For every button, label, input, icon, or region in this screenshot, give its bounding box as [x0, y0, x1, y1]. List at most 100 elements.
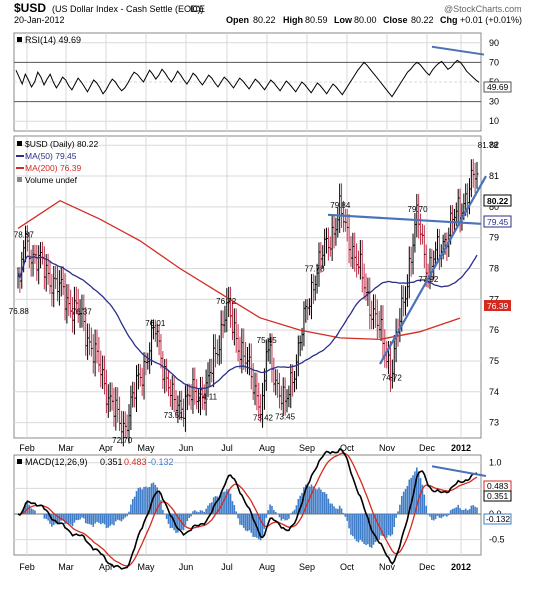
rsi-tick-label: 30: [489, 97, 499, 107]
macd-legend-swatch: [17, 459, 22, 464]
axis-layer: Feb Feb Mar Mar Apr Apr May May Jun Jun Jul Jul Aug A…: [19, 38, 504, 572]
price-layer: 76.88 78.87 76.37 72.70 76.01 73.51 74.11 76.72…: [9, 141, 499, 447]
rsi-divergence-trendline: [431, 45, 485, 56]
open-value: 80.22: [253, 15, 276, 25]
volume-legend-text: Volume undef: [25, 175, 78, 185]
rsi-tick-label: 90: [489, 38, 499, 48]
close-label: Close: [383, 15, 408, 25]
value-tags: 49.69 80.22 79.45 76.39 0.483 0.351 -0.1…: [483, 81, 512, 525]
month-tick-label: May: [137, 443, 155, 453]
price-annotation: 79.70: [408, 205, 429, 214]
price-tick-label: 74: [489, 387, 499, 397]
price-tick-label: 73: [489, 418, 499, 428]
price-annotation: 81.78: [478, 141, 499, 150]
month-tick-label: Sep: [299, 443, 315, 453]
rsi-legend-swatch: [17, 37, 22, 42]
low-label: Low: [334, 15, 353, 25]
price-annotation: 76.72: [216, 297, 237, 306]
month-tick-label: May: [137, 562, 155, 572]
macd-tag: 0.351: [487, 491, 509, 501]
rsi-tag-box: [483, 81, 512, 93]
resistance-trendline: [327, 213, 482, 225]
price-legend-main: $USD (Daily) 80.22: [25, 139, 98, 149]
macd-legend-macd: 0.351: [100, 457, 123, 467]
macd-legend-signal: 0.483: [124, 457, 147, 467]
price-annotation: 76.01: [145, 319, 166, 328]
price-tick-label: 77: [489, 294, 499, 304]
month-tick-label: Oct: [340, 443, 355, 453]
symbol-label: $USD: [14, 1, 46, 15]
open-label: Open: [226, 15, 249, 25]
price-annotation: 76.37: [72, 308, 93, 317]
rsi-layer: [15, 45, 485, 98]
price-panel-frame: [13, 135, 482, 439]
macd-tick-label: 1.0: [489, 458, 502, 468]
price-legend-swatch: [17, 141, 22, 146]
month-tick-label: Apr: [99, 443, 113, 453]
macd-layer: [14, 447, 487, 570]
ma200-line: [17, 199, 461, 341]
month-tick-label: Aug: [259, 562, 275, 572]
ma50-line: [17, 254, 478, 390]
price-annotation: 77.78: [305, 264, 326, 273]
price-annotation: 76.88: [9, 307, 30, 316]
macd-tick-label: -0.5: [489, 535, 505, 545]
close-tag-box: [483, 194, 512, 207]
macd-line: [17, 447, 478, 570]
month-tick-label: Aug: [259, 443, 275, 453]
macd-legend: MACD(12,26,9) 0.351 0.483 -0.132: [17, 457, 174, 467]
description-label: (US Dollar Index - Cash Settle (EOD)): [52, 4, 204, 14]
price-annotation: 73.45: [275, 413, 296, 422]
month-tick-label: Nov: [379, 443, 396, 453]
month-tick-label: Mar: [58, 443, 74, 453]
price-annotation: 73.51: [164, 411, 185, 420]
rsi-legend-text: RSI(14) 49.69: [25, 35, 81, 45]
price-tick-label: 78: [489, 264, 499, 274]
chg-label: Chg: [440, 15, 458, 25]
rsi-legend: RSI(14) 49.69: [17, 35, 81, 45]
price-tick-label: 81: [489, 171, 499, 181]
price-tick-label: 75: [489, 356, 499, 366]
month-tick-label: 2012: [451, 562, 471, 572]
month-tick-label: Nov: [379, 562, 396, 572]
ma50-tag: 79.45: [487, 217, 509, 227]
rsi-tick-label: 10: [489, 116, 499, 126]
macd-signal-line: [17, 452, 478, 567]
exchange-label: ICE: [190, 4, 205, 14]
macd-legend-label: MACD(12,26,9): [25, 457, 88, 467]
price-tick-label: 80: [489, 202, 499, 212]
ohlc-readout: Open 80.22 High 80.59 Low 80.00 Close 80…: [226, 15, 522, 25]
macd-divergence-trendline: [431, 465, 487, 478]
volume-legend-swatch: [17, 177, 22, 182]
month-tick-label: Jul: [221, 443, 233, 453]
high-value: 80.59: [305, 15, 328, 25]
rsi-tick-label: 70: [489, 57, 499, 67]
price-annotation: 74.11: [198, 392, 218, 401]
rsi-line: [15, 59, 480, 98]
hist-tag-box: [483, 513, 512, 525]
price-tick-label: 82: [489, 140, 499, 150]
month-tick-label: Jun: [179, 443, 194, 453]
month-tick-label: Dec: [419, 443, 436, 453]
macd-tag-box: [483, 490, 512, 502]
signal-tag: 0.483: [487, 481, 509, 491]
rsi-tag: 49.69: [487, 82, 509, 92]
price-tick-label: 76: [489, 325, 499, 335]
close-tag: 80.22: [487, 196, 509, 206]
low-value: 80.00: [354, 15, 377, 25]
ma50-tag-box: [483, 215, 512, 228]
price-tick-label: 79: [489, 233, 499, 243]
hist-tag: -0.132: [486, 514, 510, 524]
month-tick-label: Mar: [58, 562, 74, 572]
month-tick-label: Jul: [221, 562, 233, 572]
ma200-legend-text: MA(200) 76.39: [25, 163, 81, 173]
high-label: High: [283, 15, 303, 25]
month-tick-label: Feb: [19, 443, 35, 453]
price-annotation: 75.45: [257, 336, 278, 345]
ma50-legend-text: MA(50) 79.45: [25, 151, 77, 161]
date-label: 20-Jan-2012: [14, 15, 65, 25]
chg-value: +0.01 (+0.01%): [460, 15, 522, 25]
price-legend: $USD (Daily) 80.22 MA(50) 79.45 MA(200) …: [16, 139, 98, 185]
